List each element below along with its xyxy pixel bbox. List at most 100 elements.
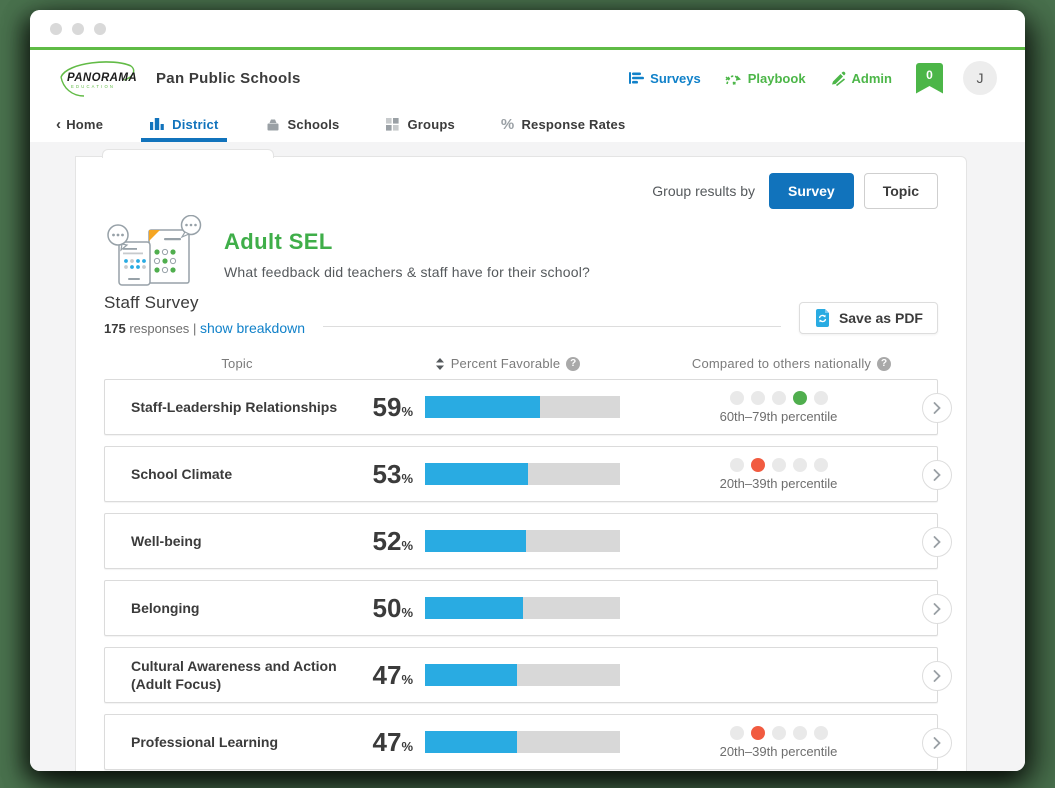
tab-schools[interactable]: Schools: [265, 106, 340, 142]
results-card: Group results by Survey Topic: [75, 149, 967, 771]
percent-value: 52: [372, 525, 402, 556]
tab-district-label: District: [172, 116, 219, 132]
percentile-dot: [792, 725, 807, 740]
chevron-right-icon: [933, 469, 941, 481]
table-row[interactable]: Cultural Awareness and Action (Adult Foc…: [104, 647, 952, 703]
table-row[interactable]: School Climate 53% 20th–39th percentile: [104, 446, 952, 502]
survey-name: Staff Survey: [104, 293, 199, 312]
horizontal-divider: [323, 326, 781, 327]
percent-symbol: %: [401, 604, 413, 620]
save-as-pdf-button[interactable]: Save as PDF: [798, 302, 938, 334]
column-percent-favorable-label: Percent Favorable: [450, 356, 561, 371]
percent-favorable: 53%: [345, 459, 413, 490]
table-row[interactable]: Belonging 50%: [104, 580, 952, 636]
admin-link[interactable]: Admin: [830, 71, 892, 86]
row-expand-button[interactable]: [922, 527, 952, 557]
survey-title: Adult SEL: [224, 229, 333, 254]
meta-separator: |: [192, 321, 197, 336]
percent-favorable: 47%: [345, 660, 413, 691]
tab-groups[interactable]: Groups: [385, 106, 455, 142]
window-control-dot[interactable]: [72, 22, 84, 35]
window-control-dot[interactable]: [94, 22, 106, 35]
playbook-link[interactable]: Playbook: [725, 71, 806, 86]
table-row[interactable]: Staff-Leadership Relationships 59% 60th–…: [104, 379, 952, 435]
playbook-strategy-icon: [725, 74, 741, 85]
bookmark-badge[interactable]: 0: [916, 62, 943, 94]
comparison: 20th–39th percentile: [620, 457, 937, 491]
topic-label: Well-being: [131, 532, 202, 549]
help-icon[interactable]: ?: [566, 356, 581, 371]
sort-icon[interactable]: [435, 357, 445, 370]
favorable-bar-fill: [425, 530, 527, 552]
percentile-label: 60th–79th percentile: [719, 408, 838, 424]
percentile-dot: [729, 725, 744, 740]
window-control-dot[interactable]: [50, 22, 62, 35]
row-expand-button[interactable]: [922, 594, 952, 624]
percent-value: 47: [372, 659, 402, 690]
brand-divider-line: [30, 47, 1025, 50]
percent-icon: %: [500, 115, 515, 133]
row-expand-button[interactable]: [922, 460, 952, 490]
show-breakdown-link[interactable]: show breakdown: [199, 320, 306, 336]
groups-grid-icon: [386, 118, 400, 131]
survey-info-row: Staff Survey 175 responses | show breakd…: [104, 293, 938, 336]
section-nav: ‹ Home District Schools: [30, 106, 1025, 142]
help-icon[interactable]: ?: [877, 356, 892, 371]
percentile-dot: [750, 390, 765, 405]
badge-count: 0: [926, 67, 933, 82]
favorable-bar-track: [425, 597, 620, 619]
admin-pencil-icon: [831, 71, 845, 86]
topics-list: Staff-Leadership Relationships 59% 60th–…: [104, 379, 952, 771]
panorama-logo[interactable]: PANORAMA EDUCATION: [54, 55, 144, 101]
surveys-link[interactable]: Surveys: [629, 71, 701, 86]
percent-symbol: %: [401, 537, 413, 553]
tab-district[interactable]: District: [141, 106, 227, 142]
percentile-dot: [729, 457, 744, 472]
table-row[interactable]: Well-being 52%: [104, 513, 952, 569]
row-expand-button[interactable]: [922, 728, 952, 758]
percent-value: 59: [372, 391, 402, 422]
percentile-dot: [792, 457, 807, 472]
topic-label: Staff-Leadership Relationships: [131, 398, 338, 415]
comparison: 20th–39th percentile: [620, 725, 937, 759]
percentile-label: 20th–39th percentile: [719, 743, 838, 759]
percentile-dot: [813, 457, 828, 472]
row-expand-button[interactable]: [922, 661, 952, 691]
tab-response-rates[interactable]: % Response Rates: [501, 106, 626, 142]
tab-groups-label: Groups: [407, 116, 455, 132]
percent-value: 47: [372, 726, 402, 757]
group-by-topic-button[interactable]: Topic: [863, 173, 938, 209]
row-expand-button[interactable]: [922, 393, 952, 423]
survey-documents-illustration: [107, 215, 202, 286]
percentile-dots: [729, 725, 828, 740]
favorable-bar-track: [425, 396, 620, 418]
favorable-bar-track: [425, 463, 620, 485]
column-compared-label: Compared to others nationally: [691, 356, 872, 371]
percent-favorable: 47%: [345, 727, 413, 758]
table-row[interactable]: Professional Learning 47% 20th–39th perc…: [104, 714, 952, 770]
percentile-dot: [771, 457, 786, 472]
percentile-dot: [771, 390, 786, 405]
percentile-dot: [771, 725, 786, 740]
survey-subtitle: What feedback did teachers & staff have …: [224, 264, 591, 280]
percent-favorable: 50%: [345, 593, 413, 624]
topic-label: School Climate: [131, 465, 233, 482]
percentile-label: 20th–39th percentile: [719, 475, 838, 491]
save-as-pdf-label: Save as PDF: [838, 310, 923, 326]
district-chart-icon: [150, 118, 164, 130]
avatar-initial: J: [976, 70, 984, 86]
group-by-survey-button[interactable]: Survey: [769, 173, 854, 209]
chevron-right-icon: [933, 670, 941, 682]
chevron-left-icon: ‹: [56, 115, 62, 133]
favorable-bar-fill: [425, 396, 541, 418]
nav-home[interactable]: ‹ Home: [56, 106, 103, 142]
survey-info-left: Staff Survey 175 responses | show breakd…: [104, 293, 305, 336]
app-header: PANORAMA EDUCATION Pan Public Schools Su…: [30, 50, 1025, 106]
schools-building-icon: [267, 119, 279, 131]
user-avatar[interactable]: J: [963, 61, 997, 95]
window-chrome: [30, 10, 1025, 47]
tab-response-rates-label: Response Rates: [521, 116, 626, 132]
survey-heading-text: Adult SEL What feedback did teachers & s…: [224, 215, 590, 291]
percent-symbol: %: [401, 403, 413, 419]
favorable-bar-fill: [425, 731, 517, 753]
